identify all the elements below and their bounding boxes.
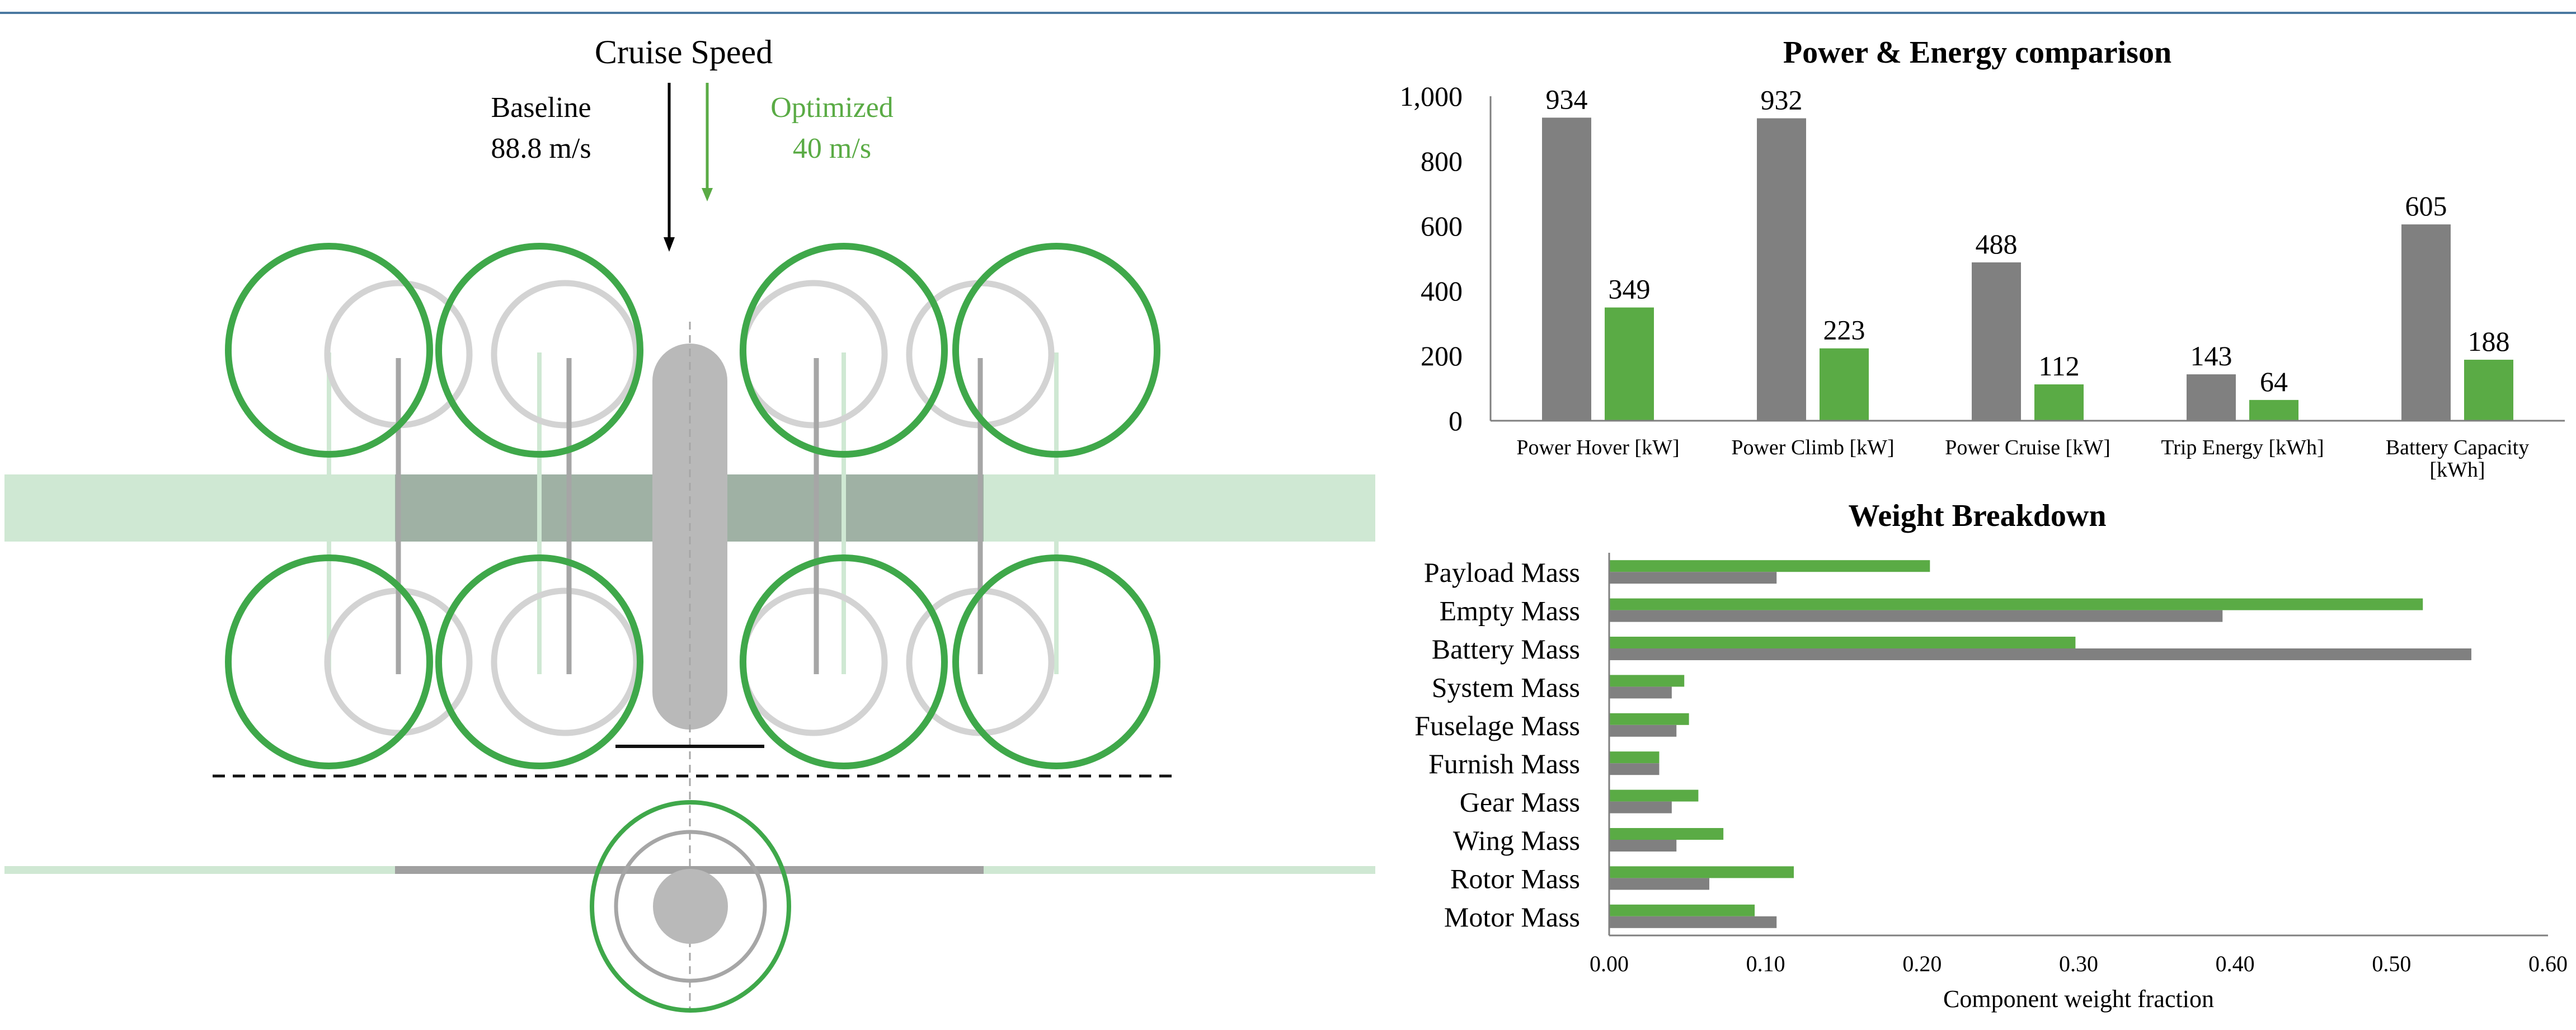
category-label: Furnish Mass bbox=[1428, 748, 1580, 779]
bar-baseline bbox=[1609, 572, 1777, 584]
x-tick-label: 0.10 bbox=[1746, 951, 1785, 976]
category-label: Fuselage Mass bbox=[1414, 710, 1580, 741]
weight-breakdown-chart: Weight Breakdown Payload Mass Empty Mass B… bbox=[1414, 504, 2568, 1013]
baseline-rotor bbox=[739, 280, 888, 429]
bar-baseline bbox=[1757, 118, 1806, 421]
y-tick-label: 200 bbox=[1421, 340, 1463, 371]
bar-baseline bbox=[1609, 840, 1677, 852]
bar-baseline bbox=[1609, 878, 1709, 890]
bar-optimized bbox=[1609, 713, 1689, 725]
x-tick-label: Trip Energy [kWh] bbox=[2161, 436, 2324, 459]
x-tick-label: Power Cruise [kW] bbox=[1945, 436, 2110, 459]
cruise-speed-title: Cruise Speed bbox=[595, 34, 773, 70]
x-tick-label: 0.00 bbox=[1590, 951, 1629, 976]
data-label: 143 bbox=[2190, 340, 2232, 371]
bar-optimized bbox=[2249, 399, 2298, 421]
x-tick-label: 0.60 bbox=[2528, 951, 2568, 976]
y-tick-label: 400 bbox=[1421, 275, 1463, 307]
category-label: Gear Mass bbox=[1460, 787, 1580, 818]
optimized-arrowhead bbox=[702, 188, 713, 201]
bar-baseline bbox=[1972, 262, 2021, 421]
bar-baseline bbox=[1609, 686, 1672, 699]
optimized-rotor bbox=[952, 554, 1160, 769]
category-label: Empty Mass bbox=[1440, 595, 1580, 627]
baseline-label: Baseline bbox=[491, 92, 591, 124]
optimized-rotor bbox=[435, 554, 643, 769]
data-label: 488 bbox=[1976, 228, 2018, 260]
bar-optimized bbox=[1609, 598, 2423, 610]
x-tick-label: 0.50 bbox=[2372, 951, 2411, 976]
category-label: Rotor Mass bbox=[1450, 863, 1580, 894]
bar-optimized bbox=[1609, 560, 1930, 572]
y-tick-label: 800 bbox=[1421, 145, 1463, 177]
chart-title: Power & Energy comparison bbox=[1783, 35, 2171, 70]
bar-optimized bbox=[1605, 307, 1654, 421]
front-rotor-optimized bbox=[590, 800, 791, 1013]
bar-optimized bbox=[1820, 348, 1869, 421]
y-tick-label: 0 bbox=[1449, 405, 1463, 436]
optimized-label: Optimized bbox=[770, 92, 894, 124]
baseline-rotor bbox=[491, 587, 640, 736]
category-label: System Mass bbox=[1432, 671, 1580, 703]
bar-optimized bbox=[2034, 384, 2084, 421]
data-label: 932 bbox=[1761, 84, 1803, 115]
bar-baseline bbox=[1609, 610, 2223, 622]
data-label: 223 bbox=[1823, 314, 1865, 346]
category-label: Wing Mass bbox=[1453, 825, 1580, 856]
optimized-rotor bbox=[740, 243, 948, 458]
bar-baseline bbox=[1542, 117, 1591, 421]
optimized-rotor bbox=[952, 243, 1160, 458]
data-label: 349 bbox=[1609, 274, 1651, 305]
x-tick-label: 0.40 bbox=[2216, 951, 2255, 976]
bar-baseline bbox=[1609, 801, 1672, 813]
bar-optimized bbox=[1609, 637, 2076, 648]
front-rotor-baseline bbox=[614, 830, 767, 983]
x-tick-label: 0.20 bbox=[1902, 951, 1942, 976]
bar-optimized bbox=[2464, 359, 2513, 421]
top-rule bbox=[0, 12, 2576, 14]
bar-optimized bbox=[1609, 789, 1699, 802]
bar-optimized bbox=[1609, 675, 1685, 687]
bar-baseline bbox=[1609, 725, 1677, 737]
front-fuselage bbox=[653, 869, 728, 944]
optimized-rotor bbox=[740, 554, 948, 769]
data-label: 934 bbox=[1546, 83, 1588, 115]
category-label: Payload Mass bbox=[1424, 557, 1580, 588]
optimized-rotor bbox=[225, 554, 433, 769]
bar-baseline bbox=[1609, 648, 2471, 660]
optimized-speed-value: 40 m/s bbox=[793, 133, 871, 164]
category-label: Battery Mass bbox=[1432, 633, 1580, 665]
x-tick-label: 0.30 bbox=[2059, 951, 2098, 976]
y-tick-label: 600 bbox=[1421, 210, 1463, 242]
power-energy-chart: Power & Energy comparison 934 349 932 223 48… bbox=[1400, 35, 2565, 482]
chart-title: Weight Breakdown bbox=[1848, 504, 2106, 533]
y-tick-label: 1,000 bbox=[1400, 81, 1463, 112]
data-label: 605 bbox=[2405, 190, 2447, 222]
baseline-arrowhead bbox=[664, 237, 675, 252]
bar-optimized bbox=[1609, 904, 1755, 916]
bar-baseline bbox=[1609, 763, 1660, 775]
bar-baseline bbox=[2401, 224, 2451, 421]
data-label: 188 bbox=[2468, 326, 2510, 357]
bar-optimized bbox=[1609, 866, 1794, 878]
bar-baseline bbox=[1609, 916, 1777, 928]
x-tick-label: Power Hover [kW] bbox=[1516, 436, 1679, 459]
category-label: Motor Mass bbox=[1444, 901, 1580, 933]
baseline-rotor bbox=[491, 280, 640, 429]
optimized-rotor bbox=[435, 243, 643, 458]
data-label: 112 bbox=[2038, 350, 2079, 382]
x-axis-title: Component weight fraction bbox=[1943, 985, 2214, 1013]
bar-baseline bbox=[2187, 374, 2236, 421]
baseline-rotor bbox=[739, 587, 888, 736]
aircraft-diagram: Cruise Speed Baseline 88.8 m/s Optimized… bbox=[4, 34, 1375, 1013]
x-tick-label: Battery Capacity [kWh] bbox=[2386, 436, 2529, 482]
optimized-rotor bbox=[225, 243, 433, 458]
bar-optimized bbox=[1609, 751, 1660, 764]
bar-optimized bbox=[1609, 828, 1724, 840]
data-label: 64 bbox=[2260, 366, 2288, 397]
baseline-speed-value: 88.8 m/s bbox=[491, 133, 591, 164]
x-tick-label: Power Climb [kW] bbox=[1731, 436, 1894, 459]
